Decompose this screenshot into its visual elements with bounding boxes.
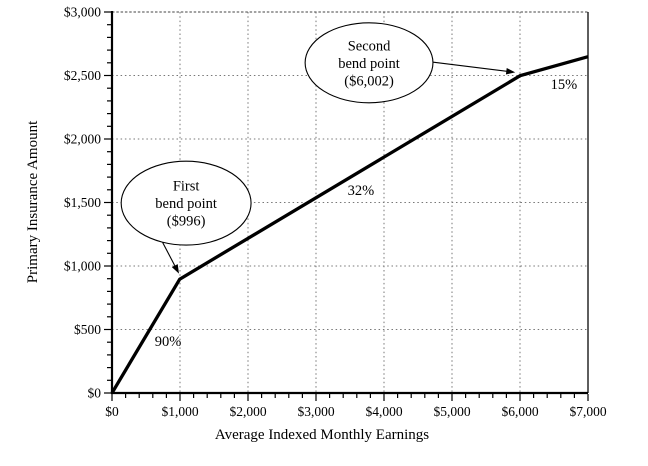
segment-rate-labels: 90% 32% 15% <box>155 77 577 350</box>
callout-text-line: ($996) <box>167 214 206 230</box>
x-tick-label: $4,000 <box>365 404 402 419</box>
x-tick-label: $3,000 <box>297 404 334 419</box>
y-tick-label: $2,000 <box>64 132 101 147</box>
x-tick-label: $6,000 <box>501 404 538 419</box>
callout-text-line: bend point <box>338 56 400 72</box>
pia-line-series <box>110 55 589 394</box>
axis-ticks <box>104 11 589 401</box>
second-bend-point-callout: Second bend point($6,002) <box>304 22 516 104</box>
x-tick-label: $5,000 <box>433 404 470 419</box>
rate-label-15%: 15% <box>551 77 578 93</box>
y-tick-labels: $0 $500 $1,000 $1,500 $2,000 $2,500 $3,000 <box>64 5 101 401</box>
x-tick-label: $2,000 <box>229 404 266 419</box>
callout-arrowhead <box>171 264 179 274</box>
callout-ellipse <box>120 160 252 246</box>
y-axis-title: Primary Insurance Amount <box>25 120 41 283</box>
y-tick-label: $500 <box>74 322 101 337</box>
callout-arrowhead <box>505 67 516 75</box>
callout-text-line: Second <box>348 38 391 54</box>
y-tick-label: $3,000 <box>64 5 101 20</box>
x-tick-label: $0 <box>105 404 119 419</box>
rate-label-32%: 32% <box>348 183 375 199</box>
callout-text-line: bend point <box>155 196 217 212</box>
y-tick-label: $1,000 <box>64 259 101 274</box>
x-tick-label: $1,000 <box>161 404 198 419</box>
callout-arrow <box>162 242 178 271</box>
callout-text-line: ($6,002) <box>344 73 394 89</box>
y-tick-label: $0 <box>88 386 102 401</box>
x-tick-labels: $0 $1,000 $2,000 $3,000 $4,000 $5,000 $6,000 $7… <box>105 404 607 419</box>
y-tick-label: $2,500 <box>64 68 101 83</box>
y-tick-label: $1,500 <box>64 195 101 210</box>
callout-ellipse <box>304 22 434 104</box>
x-tick-label: $7,000 <box>569 404 606 419</box>
plot-border <box>110 11 589 395</box>
callout-arrow <box>433 61 512 73</box>
rate-label-90%: 90% <box>155 334 182 350</box>
callout-text-line: First <box>173 179 200 195</box>
x-axis-title: Average Indexed Monthly Earnings <box>215 427 429 443</box>
